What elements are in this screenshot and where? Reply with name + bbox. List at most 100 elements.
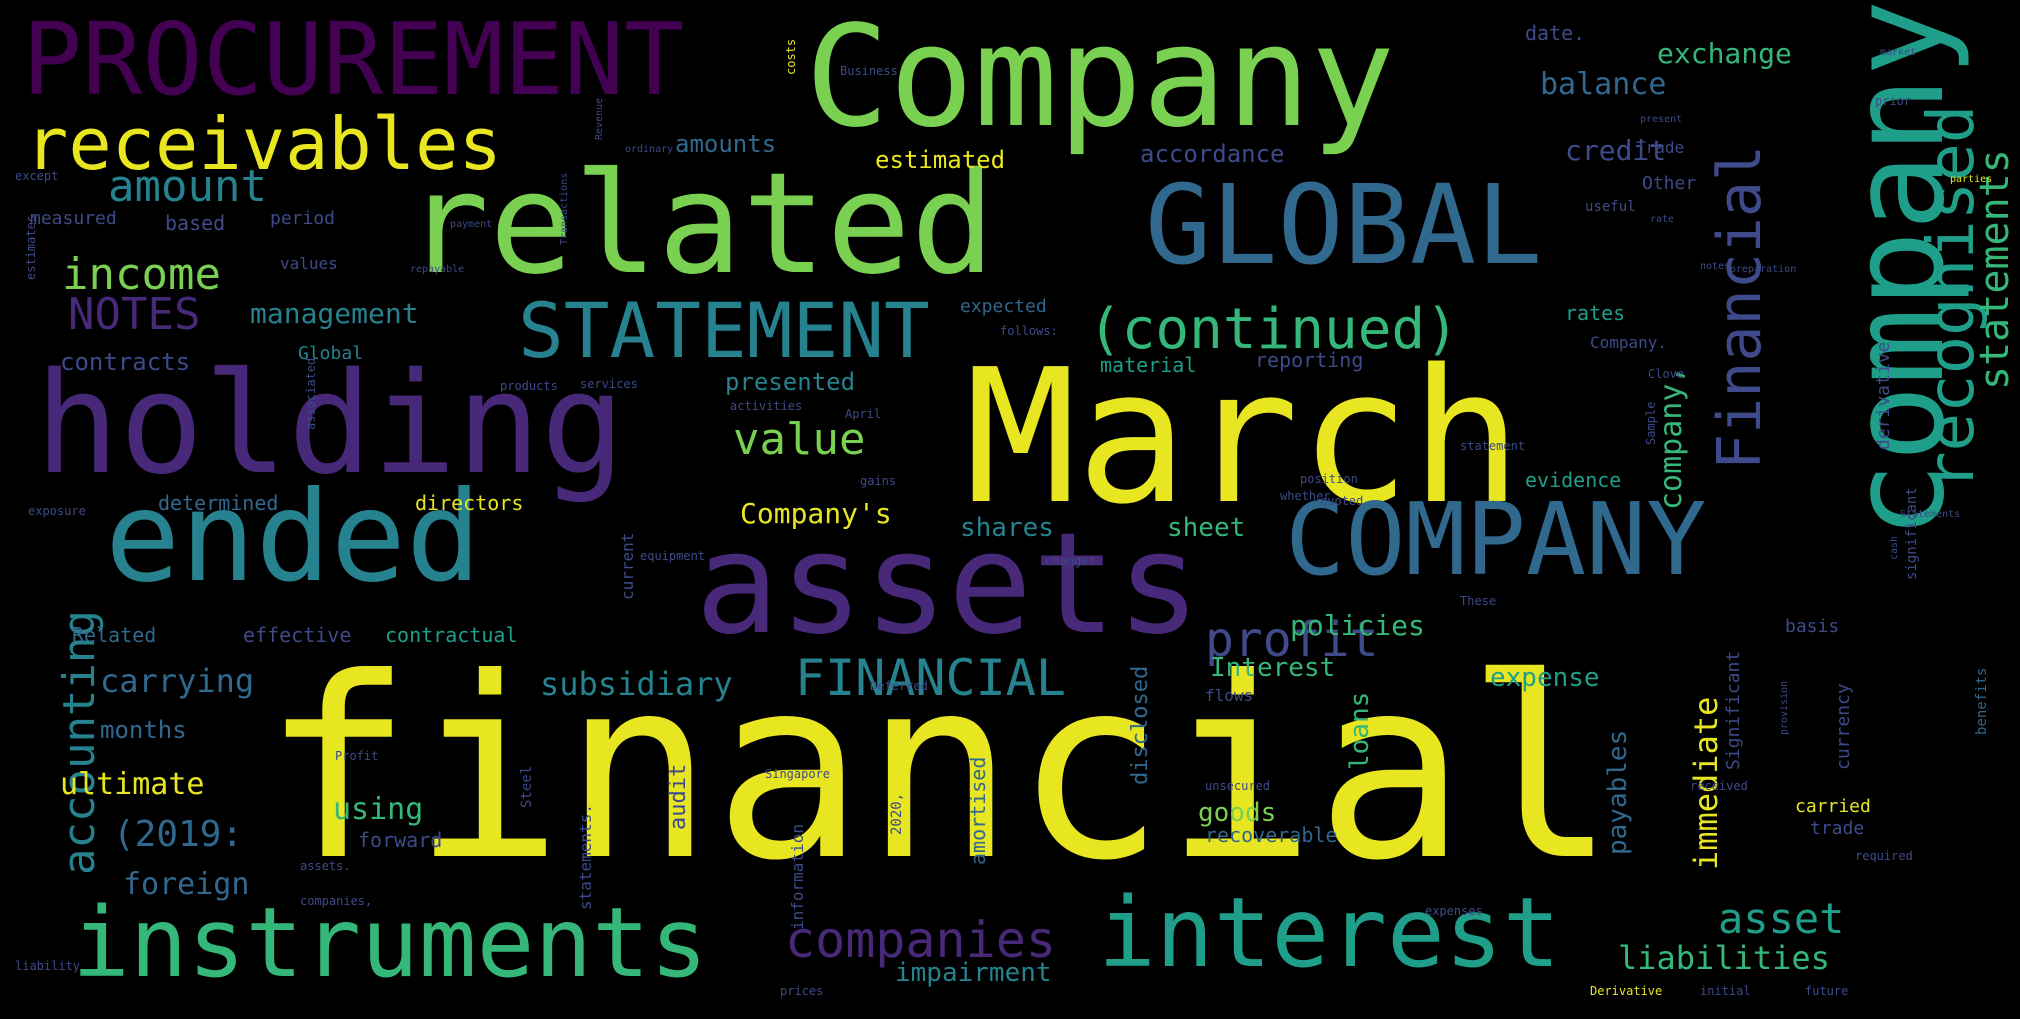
cloud-word: parties (1950, 174, 1993, 185)
cloud-word: except (15, 169, 59, 183)
cloud-word: holding (35, 343, 626, 506)
cloud-word: received (1690, 779, 1748, 793)
cloud-word: disclosed (1128, 665, 1153, 785)
cloud-word: statement (1460, 439, 1526, 453)
cloud-word: based (165, 211, 226, 235)
cloud-word: ordinary (625, 144, 674, 155)
cloud-word: accordance (1140, 140, 1285, 168)
cloud-word: goods (1198, 798, 1277, 828)
cloud-word: associated (304, 357, 318, 430)
cloud-word: ultimate (60, 767, 205, 802)
cloud-word: March (965, 329, 1522, 545)
cloud-word: shares (960, 513, 1054, 543)
cloud-word: audit (666, 763, 691, 830)
cloud-word: ended (105, 465, 482, 610)
cloud-word: preparation (1730, 264, 1797, 275)
cloud-word: presented (725, 368, 856, 396)
cloud-word: impairment (895, 958, 1052, 988)
cloud-word: period (270, 208, 336, 229)
cloud-word: activities (730, 399, 803, 413)
cloud-word: Revenue (594, 97, 605, 140)
cloud-word: Profit (335, 749, 379, 763)
cloud-word: subsidiary (540, 665, 733, 703)
cloud-word: related (405, 143, 996, 306)
cloud-word: amortised (966, 756, 990, 865)
cloud-word: future (1805, 984, 1849, 998)
cloud-word: value (733, 414, 866, 465)
cloud-word: contracts (60, 348, 191, 376)
cloud-word: Financial (1705, 144, 1775, 470)
cloud-word: derivative (1873, 341, 1894, 450)
cloud-word: assets (695, 503, 1201, 666)
cloud-word: Company's (740, 497, 892, 530)
cloud-word: company, (1654, 365, 1689, 511)
cloud-word: Business (840, 64, 898, 78)
cloud-word: Other (1642, 173, 1697, 194)
cloud-word: Global (298, 343, 364, 364)
cloud-word: Trade (1636, 138, 1685, 157)
cloud-word: using (333, 792, 424, 827)
cloud-word: April (845, 407, 882, 421)
cloud-word: recoverable (1205, 823, 1338, 847)
cloud-word: Sample (1644, 401, 1658, 445)
cloud-word: amount (108, 161, 267, 212)
cloud-word: directors (415, 491, 524, 515)
cloud-word: position (1300, 472, 1358, 486)
cloud-word: carrying (100, 662, 255, 700)
cloud-word: values (280, 254, 338, 273)
cloud-word: expenses (1425, 904, 1483, 918)
cloud-word: contractual (385, 623, 518, 647)
cloud-word: PROCUREMENT (22, 1, 685, 118)
cloud-word: sheet (1167, 513, 1246, 543)
cloud-word: trade (1810, 818, 1865, 839)
cloud-word: financial (262, 624, 1617, 915)
cloud-word: reporting (1255, 348, 1364, 372)
cloud-word: prices (780, 984, 824, 998)
cloud-word: receivables (25, 102, 502, 186)
cloud-word: follows: (1000, 324, 1058, 338)
cloud-word: benefits (1974, 667, 1990, 735)
cloud-word: information (788, 824, 807, 930)
cloud-word: exchange (1657, 37, 1792, 70)
cloud-word: evidence (1525, 468, 1622, 492)
cloud-word: amounts (675, 130, 777, 158)
cloud-word: payment (450, 219, 493, 230)
cloud-word: gains (860, 474, 897, 488)
cloud-word: Company (805, 0, 1396, 159)
cloud-word: expense (1490, 663, 1600, 693)
cloud-word: payables (1603, 729, 1633, 855)
cloud-word: (continued) (1088, 297, 1459, 362)
cloud-word: Derivative (1590, 984, 1663, 998)
cloud-word: useful (1585, 199, 1636, 215)
cloud-word: repayable (410, 264, 465, 275)
cloud-word: date. (1525, 21, 1586, 45)
cloud-word: interest (1098, 877, 1561, 989)
cloud-word: liabilities (1618, 939, 1830, 977)
cloud-word: cash (1889, 535, 1900, 560)
cloud-word: currency (1833, 683, 1854, 770)
cloud-word: required (1855, 849, 1913, 863)
cloud-word: estimated (875, 146, 1006, 174)
cloud-word: Transactions (559, 172, 570, 245)
cloud-word: management (250, 297, 419, 330)
cloud-word: provision (1779, 680, 1790, 735)
cloud-word: Steel (519, 765, 535, 808)
cloud-word: companies (785, 911, 1056, 969)
cloud-word: present (1640, 114, 1683, 125)
cloud-word: policies (1290, 609, 1425, 642)
cloud-word: STATEMENT (518, 286, 930, 375)
cloud-word: Company. (1590, 333, 1668, 352)
cloud-word: balance (1540, 67, 1667, 102)
cloud-word: income (62, 249, 221, 300)
cloud-word: Deferred (870, 679, 928, 693)
cloud-word: products (500, 379, 558, 393)
cloud-word: liability (15, 959, 81, 973)
cloud-word: credit (1565, 134, 1667, 167)
cloud-word: NOTES (68, 289, 201, 340)
cloud-word: exposure (28, 504, 86, 518)
cloud-word: (2019: (113, 814, 244, 855)
cloud-word: notes (1700, 261, 1731, 272)
cloud-word: Clove (1648, 367, 1685, 381)
cloud-word: instruments (72, 887, 708, 999)
cloud-word: measured (30, 208, 117, 229)
